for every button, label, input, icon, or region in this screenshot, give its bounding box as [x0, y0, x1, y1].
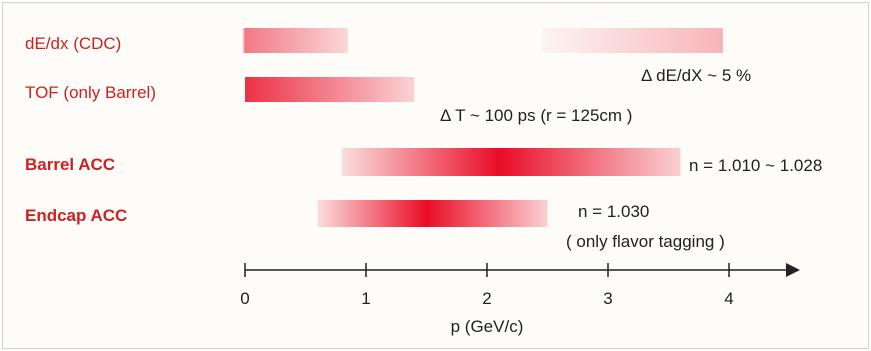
range-bar [242, 28, 348, 53]
x-tick-label: 3 [603, 289, 612, 308]
x-tick-label: 0 [240, 289, 249, 308]
x-axis: 0 1 2 3 4 p (GeV/c) [240, 263, 800, 336]
range-bar [245, 77, 415, 102]
bar-annotation: n = 1.010 ~ 1.028 [689, 156, 822, 175]
x-tick-label: 1 [361, 289, 370, 308]
range-bar [541, 28, 723, 53]
row-label: TOF (only Barrel) [25, 83, 156, 102]
range-bar [341, 148, 681, 176]
bar-annotation: ( only flavor tagging ) [566, 232, 725, 251]
x-tick-label: 4 [724, 289, 733, 308]
row-label: dE/dx (CDC) [25, 34, 121, 53]
x-axis-label: p (GeV/c) [451, 317, 524, 336]
row-label: Barrel ACC [25, 155, 115, 174]
range-bar [317, 200, 548, 227]
bar-annotation: n = 1.030 [578, 202, 649, 221]
row-label: Endcap ACC [25, 206, 127, 225]
bar-annotation: Δ dE/dX ~ 5 % [641, 66, 751, 85]
x-tick-label: 2 [482, 289, 491, 308]
bar-annotation: Δ T ~ 100 ps (r = 125cm ) [440, 106, 632, 125]
x-axis-arrowhead [786, 263, 800, 277]
